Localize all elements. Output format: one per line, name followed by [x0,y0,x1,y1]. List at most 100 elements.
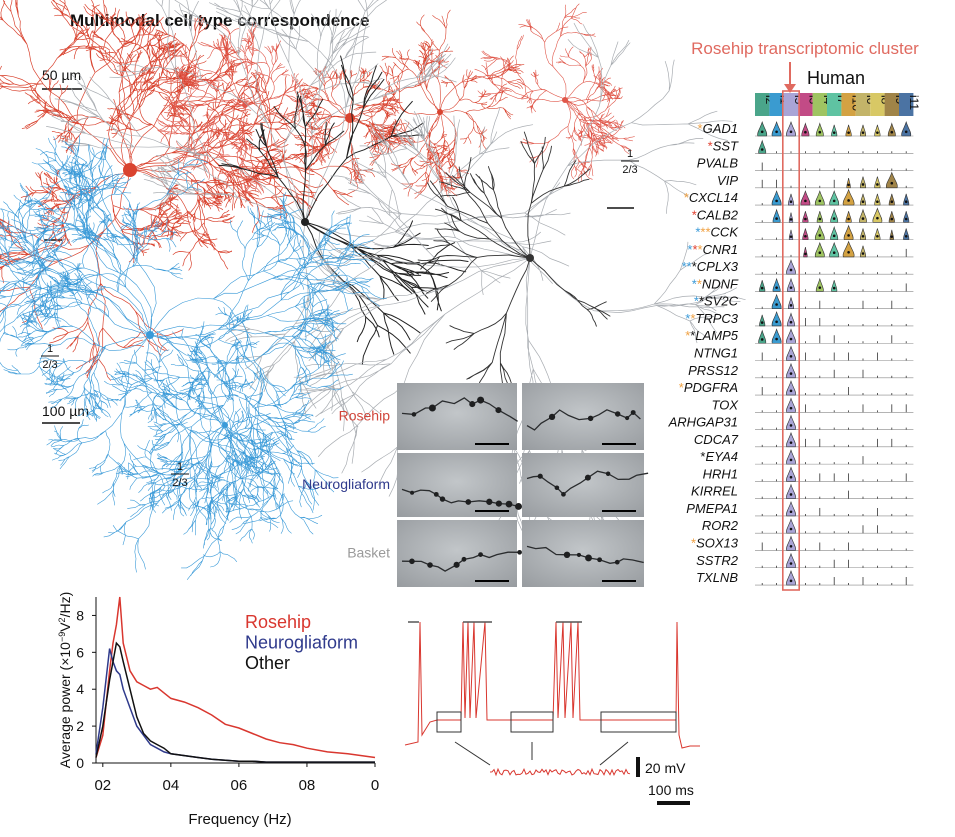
gene-marker: * [698,242,703,257]
violin-median [775,337,778,341]
gene-marker: * [692,207,697,222]
gene-marker: * [698,121,703,136]
cell-body [301,218,309,226]
gene-name: SV2C [704,294,739,309]
y-axis-label-part: 2 [57,617,67,622]
violin-median [789,493,793,496]
bouton [605,471,611,476]
neuron-trace [353,9,525,199]
row-label: Neurogliaform [302,476,390,492]
violin-median [818,251,822,254]
violin-median [904,234,908,238]
gene-label: TXLNB [696,570,738,585]
gene-marker: * [700,449,705,464]
violin [903,228,910,240]
gene-label: ***CCK [695,225,739,240]
violin-median [890,181,894,185]
violin [802,228,809,240]
violin [772,208,781,223]
bouton [614,559,620,565]
violin [759,314,766,327]
violin [859,228,867,240]
violin [888,211,895,223]
highlight-box [781,90,800,591]
violin [874,228,881,240]
y-tick-label: 0 [76,755,84,771]
violin [845,124,852,137]
bouton [515,502,522,510]
violin [786,380,796,396]
violin-median [789,527,793,531]
bouton [597,557,603,563]
gene-label: *GAD1 [698,121,738,136]
violin-median [760,338,764,341]
annotation-arrowhead [784,84,796,93]
violin-median [789,475,793,479]
bouton [585,554,592,562]
violin [787,277,795,292]
bouton [477,396,485,404]
cluster-header [899,93,914,116]
cluster-header [769,93,784,116]
violin [903,193,910,206]
gene-marker: * [682,259,687,274]
violin-median [890,235,894,238]
violin-median [804,234,807,238]
violin [759,280,766,292]
gene-label: ***CPLX3 [682,259,739,274]
layer-label: 2/3 [172,477,187,489]
row-label: Rosehip [339,408,391,424]
violin-median [789,304,793,307]
violin-median [789,235,793,238]
gene-name: GAD1 [703,121,738,136]
bouton [427,562,433,568]
micrograph [397,383,517,450]
gene-name: PDGFRA [684,380,738,395]
violin [787,193,795,206]
neuron-trace [417,131,611,401]
violin [786,570,796,586]
gene-name: KIRREL [691,484,738,499]
violin [874,124,881,137]
micrograph [397,453,517,517]
violin-median [789,355,793,358]
violin [829,241,840,258]
x-axis-label: Frequency (Hz) [188,811,291,828]
violin-median [775,286,778,289]
bouton [478,552,483,558]
x-tick-label: 06 [231,777,248,794]
gene-label: **NDNF [692,276,739,291]
violin [786,345,796,361]
gene-name: SSTR2 [696,553,739,568]
violin [786,362,796,379]
violin [815,122,824,137]
gene-marker: * [691,535,696,550]
violin [771,121,782,137]
violin [859,193,867,206]
violin [786,397,796,413]
violin-median [832,251,836,254]
violin [787,297,795,309]
bouton [495,500,502,507]
violin [859,124,867,137]
voltage-trace [404,621,700,805]
bouton [461,556,467,562]
violin [831,124,838,137]
violin-median [789,458,793,462]
gene-name: HRH1 [703,466,738,481]
violin [786,535,796,551]
violin-median [789,544,793,548]
series-line [95,596,376,759]
y-tick-label: 4 [76,681,84,697]
gene-name: CALB2 [697,207,739,222]
violin [830,225,839,240]
cell-body [222,422,228,428]
violin [757,121,768,137]
cluster-header [783,93,799,116]
cluster-header [755,93,770,116]
violin-median [789,218,793,221]
violin-median [789,200,793,204]
gene-name: PVALB [697,156,739,171]
gene-marker: * [690,311,695,326]
violin-median [832,131,836,134]
